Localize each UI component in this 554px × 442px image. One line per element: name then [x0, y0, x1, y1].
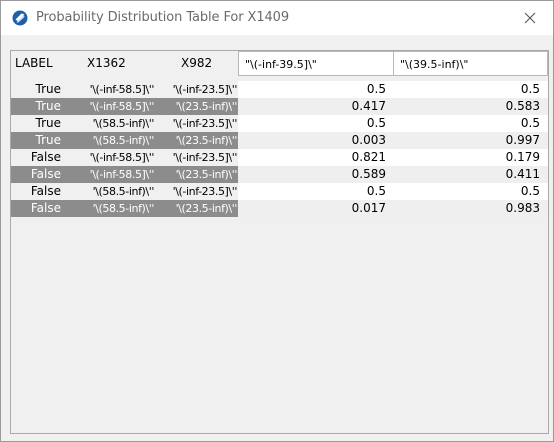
table-row: True '\(58.5-inf)\'' '\(23.5-inf)\'' 0.003 0… [11, 132, 548, 149]
table-row: True '\(-inf-58.5]\'' '\(-inf-23.5]\'' 0.5 0… [11, 81, 548, 98]
row-label-cell: False [11, 149, 65, 166]
row-label-cell: False [11, 200, 65, 217]
row-x1362-cell: '\(-inf-58.5]\'' [65, 166, 155, 183]
row-prob-high-cell[interactable]: 0.983 [394, 200, 548, 217]
table-row: True '\(58.5-inf)\'' '\(-inf-23.5]\'' 0.5 0.… [11, 115, 548, 132]
row-x1362-cell: '\(58.5-inf)\'' [65, 183, 155, 200]
row-prob-high-cell[interactable]: 0.5 [394, 183, 548, 200]
row-label-cell: False [11, 183, 65, 200]
table-row: False '\(58.5-inf)\'' '\(23.5-inf)\'' 0.017… [11, 200, 548, 217]
header-x982: X982 [155, 51, 238, 76]
row-x982-cell: '\(23.5-inf)\'' [155, 132, 238, 149]
row-x982-cell: '\(-inf-23.5]\'' [155, 81, 238, 98]
row-label-cell: True [11, 81, 65, 98]
row-x982-cell: '\(23.5-inf)\'' [155, 200, 238, 217]
row-x982-cell: '\(-inf-23.5]\'' [155, 183, 238, 200]
row-x1362-cell: '\(-inf-58.5]\'' [65, 81, 155, 98]
table-panel: LABEL X1362 X982 "\(-inf-39.5]\" "\(39.5… [10, 50, 549, 434]
row-prob-low-cell[interactable]: 0.5 [238, 115, 394, 132]
app-logo-icon [12, 10, 28, 26]
table-row: False '\(-inf-58.5]\'' '\(23.5-inf)\'' 0.58… [11, 166, 548, 183]
row-prob-low-cell[interactable]: 0.003 [238, 132, 394, 149]
row-prob-low-cell[interactable]: 0.017 [238, 200, 394, 217]
row-prob-high-cell[interactable]: 0.997 [394, 132, 548, 149]
row-x982-cell: '\(23.5-inf)\'' [155, 166, 238, 183]
header-col-low[interactable]: "\(-inf-39.5]\" [238, 51, 394, 76]
header-x1362: X1362 [65, 51, 155, 76]
row-prob-high-cell[interactable]: 0.583 [394, 98, 548, 115]
row-label-cell: True [11, 115, 65, 132]
row-x1362-cell: '\(-inf-58.5]\'' [65, 98, 155, 115]
row-prob-low-cell[interactable]: 0.5 [238, 81, 394, 98]
row-prob-low-cell[interactable]: 0.589 [238, 166, 394, 183]
row-label-cell: True [11, 132, 65, 149]
table-header-row: LABEL X1362 X982 "\(-inf-39.5]\" "\(39.5… [11, 51, 548, 76]
row-x1362-cell: '\(-inf-58.5]\'' [65, 149, 155, 166]
row-label-cell: False [11, 166, 65, 183]
close-icon [524, 12, 536, 24]
header-label: LABEL [11, 51, 65, 76]
row-x982-cell: '\(-inf-23.5]\'' [155, 149, 238, 166]
row-prob-high-cell[interactable]: 0.411 [394, 166, 548, 183]
table-row: False '\(58.5-inf)\'' '\(-inf-23.5]\'' 0.5 0… [11, 183, 548, 200]
row-label-cell: True [11, 98, 65, 115]
row-x1362-cell: '\(58.5-inf)\'' [65, 115, 155, 132]
header-col-high[interactable]: "\(39.5-inf)\" [393, 51, 548, 76]
close-button[interactable] [507, 1, 553, 35]
table-row: False '\(-inf-58.5]\'' '\(-inf-23.5]\'' 0.8… [11, 149, 548, 166]
row-prob-high-cell[interactable]: 0.179 [394, 149, 548, 166]
row-prob-low-cell[interactable]: 0.821 [238, 149, 394, 166]
title-bar: Probability Distribution Table For X1409 [1, 1, 553, 35]
row-x1362-cell: '\(58.5-inf)\'' [65, 200, 155, 217]
table-row: True '\(-inf-58.5]\'' '\(23.5-inf)\'' 0.417… [11, 98, 548, 115]
row-x1362-cell: '\(58.5-inf)\'' [65, 132, 155, 149]
row-prob-high-cell[interactable]: 0.5 [394, 115, 548, 132]
row-prob-low-cell[interactable]: 0.417 [238, 98, 394, 115]
row-x982-cell: '\(-inf-23.5]\'' [155, 115, 238, 132]
row-x982-cell: '\(23.5-inf)\'' [155, 98, 238, 115]
window-title: Probability Distribution Table For X1409 [36, 10, 290, 25]
row-prob-high-cell[interactable]: 0.5 [394, 81, 548, 98]
row-prob-low-cell[interactable]: 0.5 [238, 183, 394, 200]
